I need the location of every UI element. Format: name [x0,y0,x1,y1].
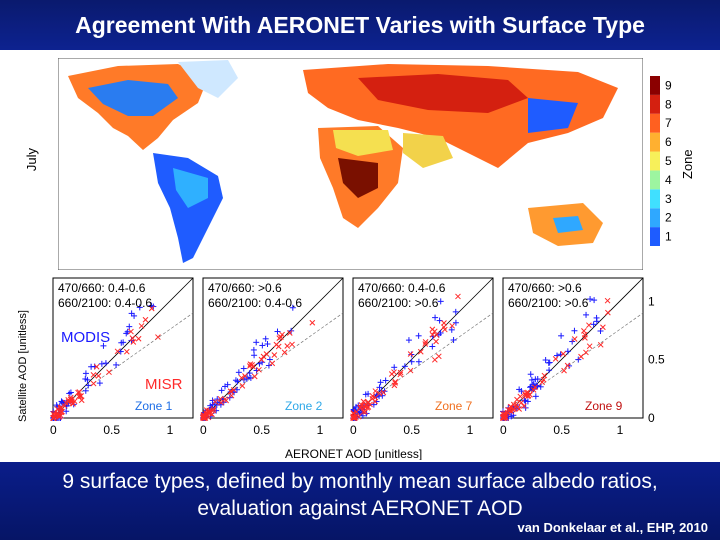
x-tick: 0 [50,423,57,437]
colorbar-tick-8: 8 [665,97,672,111]
scatter-ylabel: Satellite AOD [unitless] [17,310,29,422]
colorbar-tick-3: 3 [665,192,672,206]
panel-2-line2: 660/2100: 0.4-0.6 [208,296,302,310]
scatter-xlabel: AERONET AOD [unitless] [285,447,422,460]
modis-label: MODIS [61,329,110,346]
colorbar-tick-4: 4 [665,173,672,187]
colorbar-cell-9 [650,76,660,95]
x-tick: 0.5 [253,423,270,437]
colorbar-cell-7 [650,113,660,133]
y-tick: 0.5 [648,353,665,367]
colorbar-tick-1: 1 [665,230,672,244]
panel-1-zone: Zone 1 [135,399,173,413]
panel-4-zone: Zone 9 [585,399,623,413]
caption-line-2: evaluation against AERONET AOD [197,497,523,520]
y-tick: 1 [648,294,655,308]
colorbar-tick-7: 7 [665,116,672,130]
colorbar-cell-8 [650,94,660,114]
colorbar-cell-1 [650,227,660,246]
panel-1-line2: 660/2100: 0.4-0.6 [58,296,152,310]
caption-bar: 9 surface types, defined by monthly mean… [0,462,720,540]
x-tick: 0.5 [403,423,420,437]
colorbar-tick-9: 9 [665,78,672,92]
misr-label: MISR [145,376,183,393]
colorbar-cell-2 [650,208,660,228]
colorbar-cell-4 [650,170,660,190]
x-tick: 1 [617,423,624,437]
panel-1-line1: 470/660: 0.4-0.6 [58,281,146,295]
x-tick: 0.5 [103,423,120,437]
citation: van Donkelaar et al., EHP, 2010 [517,520,708,535]
panel-3-line1: 470/660: 0.4-0.6 [358,281,446,295]
panel-4-line1: 470/660: >0.6 [508,281,582,295]
panel-3-line2: 660/2100: >0.6 [358,296,439,310]
x-tick: 1 [317,423,324,437]
colorbar-tick-5: 5 [665,154,672,168]
y-tick: 0 [648,411,655,425]
colorbar-tick-2: 2 [665,211,672,225]
colorbar-cell-6 [650,132,660,152]
colorbar-cell-3 [650,189,660,209]
slide-title: Agreement With AERONET Varies with Surfa… [0,0,720,50]
caption-text: 9 surface types, defined by monthly mean… [0,468,720,522]
panel-4-line2: 660/2100: >0.6 [508,296,589,310]
colorbar-label: Zone [680,149,695,179]
x-tick: 0.5 [553,423,570,437]
x-tick: 0 [500,423,507,437]
x-tick: 1 [467,423,474,437]
panel-2-zone: Zone 2 [285,399,323,413]
panel-3-zone: Zone 7 [435,399,473,413]
x-tick: 1 [167,423,174,437]
x-tick: 0 [350,423,357,437]
colorbar-cell-5 [650,151,660,171]
scatter-figure: Satellite AOD [unitless] AERONET AOD [un… [17,277,665,460]
zone-colorbar: 1 2 3 4 5 6 7 8 9 Zone [650,76,695,246]
caption-line-1: 9 surface types, defined by monthly mean… [62,470,658,493]
surface-zone-map [58,58,643,270]
map-row-label: July [24,147,40,172]
panel-2-line1: 470/660: >0.6 [208,281,282,295]
colorbar-tick-6: 6 [665,135,672,149]
x-tick: 0 [200,423,207,437]
